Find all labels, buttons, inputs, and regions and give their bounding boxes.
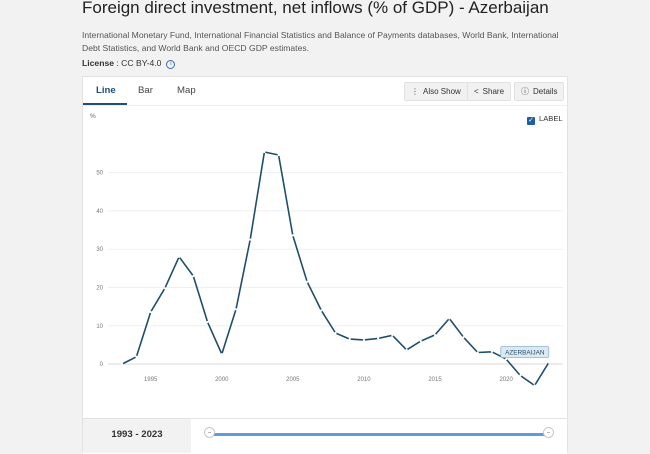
data-point [448,317,451,320]
range-end-handle[interactable] [543,427,554,438]
more-vert-icon: ⋮ [411,87,419,96]
data-point [476,351,479,354]
x-tick-label: 2005 [286,377,300,383]
data-point [547,361,550,364]
data-point [362,338,366,342]
x-tick-label: 2000 [215,377,229,383]
tab-bar-chart[interactable]: Bar [138,85,153,96]
data-point [234,308,238,311]
also-show-label: Also Show [423,87,461,96]
data-point [533,384,536,387]
tab-bar: Line Bar Map ⋮ Also Show < Share ⓘ Details [83,77,567,107]
data-point [220,352,223,356]
tab-map[interactable]: Map [177,85,196,96]
data-point [405,348,408,351]
data-point [320,309,323,312]
details-button[interactable]: ⓘ Details [514,82,565,101]
tab-line[interactable]: Line [96,85,116,96]
y-tick-label: 10 [96,324,103,330]
y-tick-label: 20 [96,285,103,291]
data-point [305,280,309,283]
y-axis-unit: % [90,113,96,120]
data-point [519,374,522,377]
data-point [163,287,166,290]
range-label: 1993 - 2023 [83,419,191,453]
data-point [263,150,266,154]
x-tick-label: 2015 [428,377,442,383]
share-icon: < [474,87,479,96]
data-point [135,355,138,358]
y-tick-label: 0 [100,362,104,368]
info-circle-icon: ⓘ [521,87,529,96]
details-label: Details [533,87,558,96]
license-line: License : CC BY-4.0 i [82,58,176,69]
tab-divider [83,105,567,106]
data-point [277,153,280,157]
data-point [490,350,494,353]
data-point [391,334,394,337]
page-title: Foreign direct investment, net inflows (… [82,0,549,17]
data-point [377,337,380,340]
data-point [206,320,209,324]
checkbox-checked-icon: ✓ [527,117,535,125]
label-toggle-text: LABEL [539,114,563,123]
line-chart: 0 10 20 30 40 50 1995 2000 2005 2010 2015 2020 AZE… [90,113,563,387]
data-point [121,362,124,366]
data-point [334,331,337,335]
data-point [505,357,508,361]
data-point [462,336,465,339]
data-point [249,238,252,241]
x-tick-label: 1995 [144,377,158,383]
y-tick-label: 50 [96,171,103,177]
x-tick-label: 2010 [357,377,371,383]
data-point [177,255,181,258]
label-toggle[interactable]: ✓ LABEL [527,114,563,125]
source-text: International Monetary Fund, Internation… [82,30,559,53]
share-button[interactable]: < Share [467,82,512,101]
data-point [149,310,152,314]
share-label: Share [482,87,505,96]
data-point [433,333,437,337]
series-end-label: AZERBAIJAN [505,350,545,357]
data-point [291,234,294,237]
data-point [192,274,195,278]
range-start-handle[interactable] [204,427,215,438]
range-slider-track[interactable] [209,433,549,436]
chart-card: Line Bar Map ⋮ Also Show < Share ⓘ Details … [82,76,568,454]
info-icon[interactable]: i [166,60,176,69]
series-end-label-box [500,346,550,358]
also-show-button[interactable]: ⋮ Also Show [404,82,468,101]
data-point [419,339,422,343]
y-tick-label: 30 [96,247,103,253]
license-label: License [82,58,115,68]
tab-underline [83,103,127,105]
data-point [348,338,351,341]
series-line [121,151,550,387]
y-tick-label: 40 [96,209,103,215]
x-tick-label: 2020 [499,377,513,383]
license-value: : CC BY-4.0 [114,58,162,68]
range-footer: 1993 - 2023 [83,418,567,454]
